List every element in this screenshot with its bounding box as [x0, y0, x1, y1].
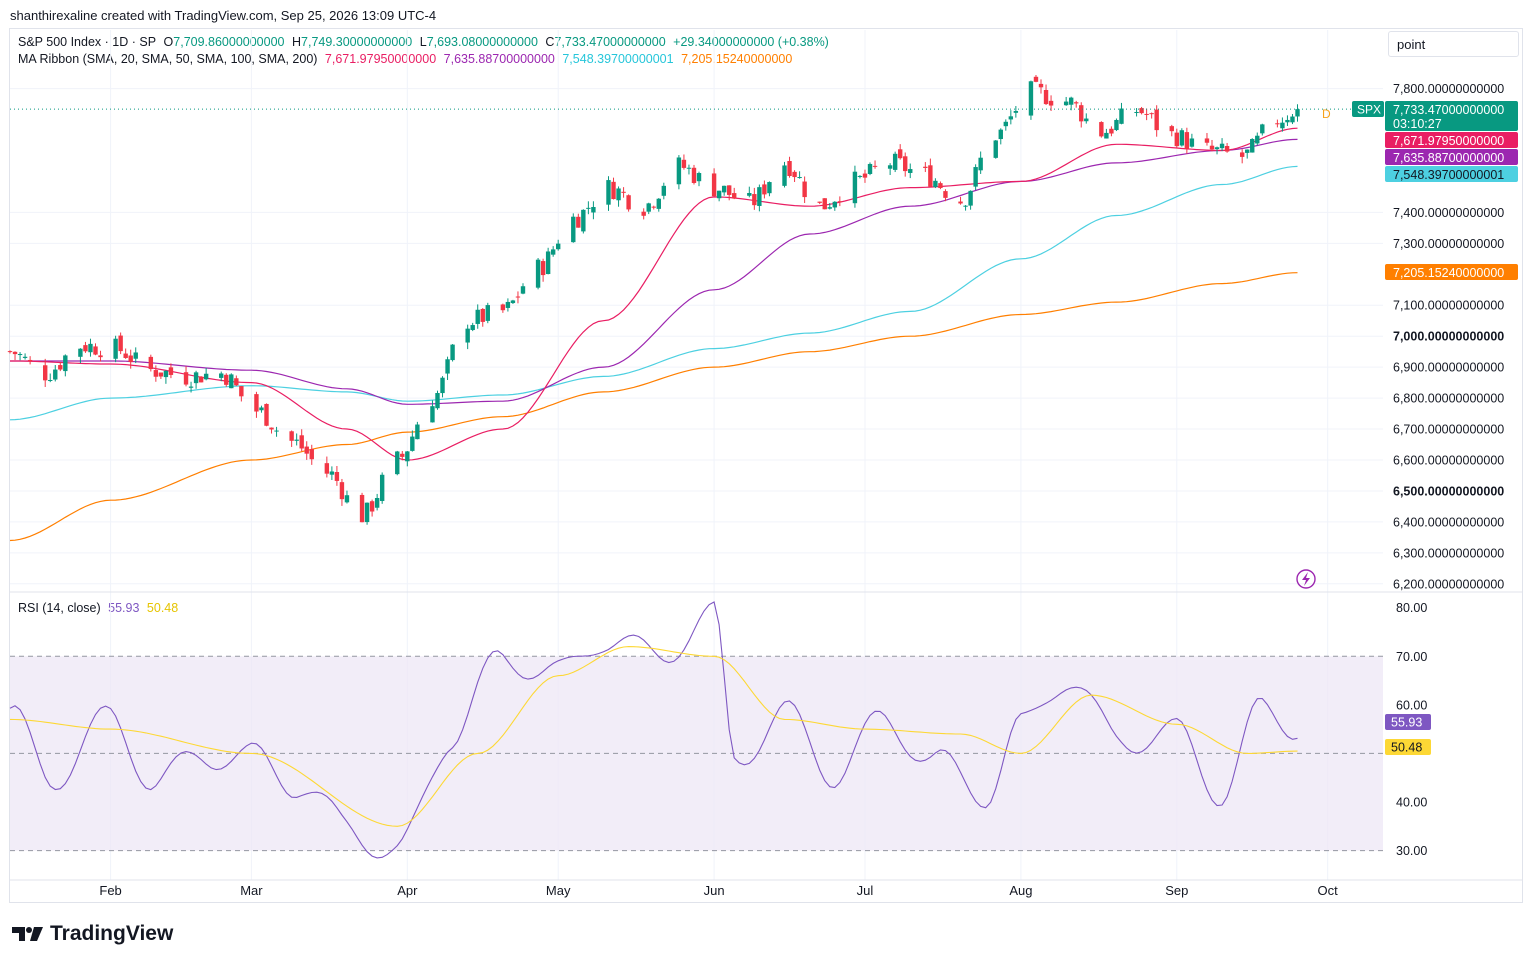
high-label: H [291, 35, 302, 49]
scale-mode-selector[interactable]: point [1388, 31, 1519, 57]
ma200-value: 7,205.15240000000 [681, 52, 793, 66]
ma20-value: 7,671.97950000000 [324, 52, 437, 66]
close-label: C [545, 35, 555, 49]
low-label: L [419, 35, 427, 49]
tradingview-logo-icon [12, 927, 43, 941]
tradingview-logo-text: TradingView [50, 922, 174, 945]
close-value: 7,733.47000000000 [554, 35, 666, 49]
ma-legend[interactable]: MA Ribbon (SMA, 20, SMA, 50, SMA, 100, S… [18, 52, 796, 66]
ohlc-legend[interactable]: S&P 500 Index · 1D · SP O7,709.860000000… [18, 35, 833, 49]
chart-credit: shanthirexaline created with TradingView… [10, 8, 437, 23]
rsi-legend-value: 55.93 [108, 601, 140, 615]
rsi-title: RSI (14, close) [18, 601, 101, 615]
chart-frame [9, 28, 1523, 903]
tradingview-logo[interactable]: TradingView [12, 922, 173, 946]
ma-title: MA Ribbon (SMA, 20, SMA, 50, SMA, 100, S… [18, 52, 318, 66]
ma50-value: 7,635.88700000000 [443, 52, 555, 66]
change-value: +29.34000000000 (+0.38%) [673, 35, 829, 49]
rsi-ma-legend-value: 50.48 [146, 601, 179, 615]
open-value: 7,709.86000000000 [173, 35, 285, 49]
ma100-value: 7,548.39700000001 [562, 52, 674, 66]
open-label: O [163, 35, 174, 49]
low-value: 7,693.08000000000 [426, 35, 538, 49]
rsi-legend[interactable]: RSI (14, close) 55.93 50.48 [18, 601, 182, 615]
symbol-line: S&P 500 Index · 1D · SP [18, 35, 157, 49]
high-value: 7,749.30000000000 [301, 35, 413, 49]
